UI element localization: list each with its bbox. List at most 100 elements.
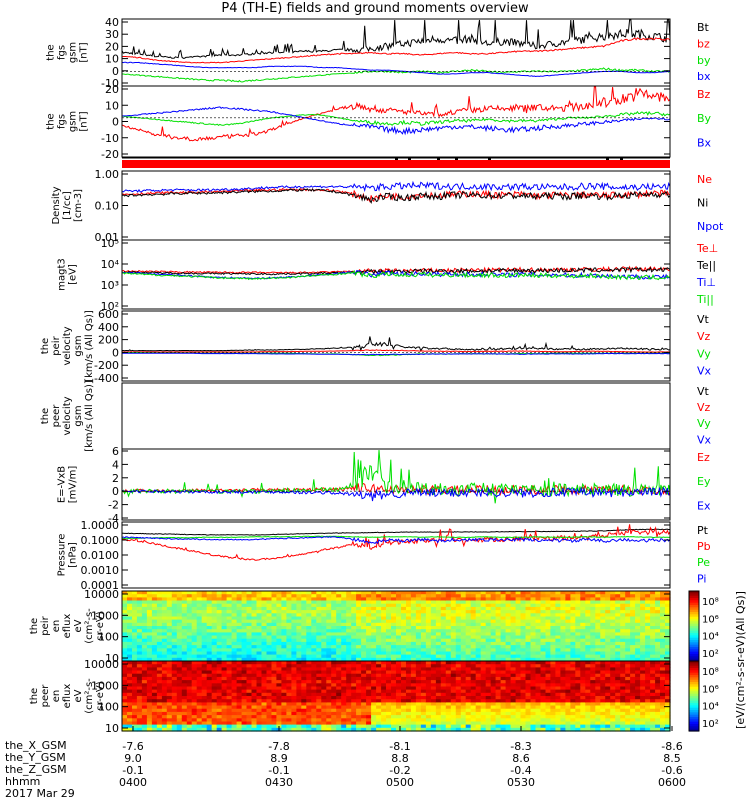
heatmap-cell	[311, 651, 317, 656]
heatmap-cell	[122, 641, 128, 646]
heatmap-cell	[555, 692, 561, 697]
heatmap-cell	[450, 616, 457, 621]
heatmap-cell	[231, 689, 238, 694]
heatmap-cell	[271, 651, 278, 656]
heatmap-cell	[480, 724, 487, 729]
heatmap-cell	[141, 619, 148, 624]
heatmap-cell	[500, 699, 507, 703]
heatmap-cell	[176, 651, 183, 656]
heatmap-cell	[435, 673, 442, 678]
heatmap-cell	[455, 591, 462, 595]
heatmap-cell	[650, 641, 656, 646]
heatmap-cell	[515, 645, 522, 649]
heatmap-cell	[136, 724, 143, 729]
heatmap-cell	[391, 715, 397, 719]
heatmap-cell	[136, 645, 143, 649]
heatmap-cell	[261, 657, 268, 662]
heatmap-cell	[146, 648, 153, 653]
heatmap-cell	[406, 594, 412, 598]
heatmap-cell	[266, 626, 273, 630]
heatmap-cell	[510, 591, 517, 595]
heatmap-cell	[485, 591, 492, 595]
y-axis-label: [km/s (All Qs)]	[84, 310, 95, 382]
heatmap-cell	[595, 635, 601, 640]
heatmap-cell	[281, 632, 287, 637]
heatmap-cell	[191, 676, 198, 681]
heatmap-cell	[450, 692, 457, 697]
heatmap-cell	[146, 664, 153, 668]
heatmap-cell	[505, 645, 512, 649]
heatmap-cell	[246, 613, 253, 618]
heatmap-cell	[495, 680, 502, 684]
heatmap-cell	[231, 708, 238, 713]
heatmap-cell	[356, 689, 362, 694]
heatmap-cell	[151, 610, 158, 614]
heatmap-cell	[610, 610, 616, 614]
heatmap-cell	[331, 667, 337, 672]
heatmap-cell	[625, 616, 631, 621]
heatmap-cell	[366, 629, 372, 633]
heatmap-cell	[430, 606, 437, 611]
heatmap-cell	[256, 683, 263, 688]
heatmap-cell	[435, 711, 442, 716]
heatmap-cell	[485, 705, 492, 710]
heatmap-cell	[216, 673, 223, 678]
heatmap-cell	[550, 689, 556, 694]
heatmap-cell	[166, 680, 173, 684]
heatmap-cell	[371, 613, 377, 618]
y-tick-label: 2	[112, 472, 119, 485]
heatmap-cell	[231, 594, 238, 598]
heatmap-cell	[186, 680, 193, 684]
heatmap-cell	[401, 670, 407, 675]
heatmap-cell	[141, 718, 148, 723]
heatmap-cell	[401, 673, 407, 678]
heatmap-cell	[216, 664, 223, 668]
heatmap-cell	[221, 645, 228, 649]
heatmap-cell	[306, 692, 312, 697]
heatmap-cell	[331, 686, 337, 691]
heatmap-cell	[226, 597, 233, 602]
heatmap-cell	[580, 724, 586, 729]
heatmap-cell	[495, 661, 502, 665]
heatmap-cell	[550, 597, 556, 602]
heatmap-cell	[256, 692, 263, 697]
heatmap-cell	[660, 629, 666, 633]
heatmap-cell	[495, 635, 502, 640]
heatmap-cell	[381, 651, 387, 656]
heatmap-cell	[166, 711, 173, 716]
heatmap-cell	[620, 651, 626, 656]
heatmap-cell	[605, 702, 611, 707]
heatmap-cell	[620, 699, 626, 703]
heatmap-cell	[450, 622, 457, 627]
heatmap-cell	[425, 591, 432, 595]
heatmap-cell	[545, 597, 552, 602]
heatmap-cell	[505, 699, 512, 703]
heatmap-cell	[540, 610, 547, 614]
heatmap-cell	[161, 638, 168, 643]
heatmap-cell	[575, 680, 581, 684]
heatmap-cell	[171, 673, 178, 678]
heatmap-cell	[346, 676, 352, 681]
heatmap-cell	[525, 686, 532, 691]
colorbar-cell	[689, 640, 699, 643]
legend-entry-ez: Ez	[697, 451, 710, 464]
heatmap-cell	[326, 622, 332, 627]
legend-entry-ne: Ne	[697, 173, 712, 186]
heatmap-cell	[241, 711, 248, 716]
heatmap-cell	[171, 654, 178, 659]
heatmap-cell	[425, 702, 432, 707]
heatmap-cell	[535, 613, 542, 618]
heatmap-cell	[346, 594, 352, 598]
heatmap-cell	[485, 680, 492, 684]
heatmap-cell	[211, 676, 218, 681]
heatmap-cell	[570, 613, 576, 618]
heatmap-cell	[366, 680, 372, 684]
heatmap-cell	[321, 715, 327, 719]
heatmap-cell	[401, 676, 407, 681]
heatmap-cell	[256, 673, 263, 678]
heatmap-cell	[141, 654, 148, 659]
heatmap-cell	[127, 619, 133, 624]
heatmap-cell	[420, 651, 427, 656]
heatmap-cell	[331, 651, 337, 656]
heatmap-cell	[351, 661, 357, 665]
